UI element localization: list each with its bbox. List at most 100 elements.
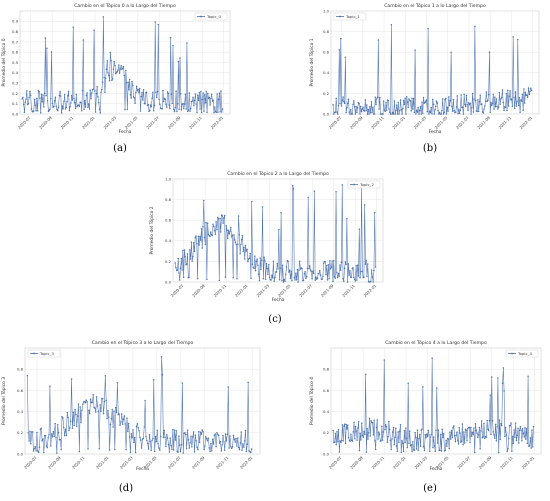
data-point	[103, 400, 106, 403]
y-axis-label: Promedio del Tópico 0	[0, 38, 7, 86]
data-point	[22, 96, 24, 99]
data-point	[98, 448, 100, 450]
data-point	[453, 425, 455, 427]
data-point	[335, 191, 337, 193]
x-tick-label: 2021-07	[145, 115, 160, 130]
data-point	[334, 277, 337, 279]
data-point	[54, 96, 57, 98]
data-point	[22, 103, 25, 106]
y-tick-label: 1.0	[323, 8, 330, 13]
data-point	[147, 448, 150, 450]
y-tick-label: 0.8	[323, 367, 330, 372]
data-point	[251, 263, 254, 265]
data-point	[217, 434, 220, 437]
data-point	[208, 447, 210, 449]
data-point	[71, 99, 74, 101]
data-point	[329, 260, 331, 262]
data-point	[415, 109, 418, 111]
data-point	[90, 97, 92, 100]
data-point	[511, 105, 514, 108]
data-point	[172, 449, 175, 451]
data-point	[461, 423, 464, 425]
data-point	[425, 99, 428, 101]
data-point	[325, 273, 327, 276]
data-point	[370, 269, 373, 271]
data-point	[370, 420, 372, 422]
y-tick-label: 0.1	[12, 101, 19, 106]
data-point	[152, 437, 154, 440]
data-point	[520, 100, 523, 102]
data-point	[512, 36, 514, 38]
data-point	[28, 440, 30, 442]
data-point	[463, 93, 465, 96]
data-point	[347, 424, 349, 427]
data-point	[326, 264, 328, 267]
x-tick-label: 2022-01	[521, 455, 536, 470]
data-point	[183, 107, 185, 110]
data-point	[41, 440, 43, 442]
data-point	[459, 109, 462, 111]
chart-svg: Cambio en el Tópico 4 a lo Largo del Tie…	[308, 339, 542, 472]
data-point	[73, 424, 75, 427]
x-tick-label: 2021-01	[234, 283, 249, 298]
data-point	[180, 109, 183, 111]
data-point	[385, 426, 388, 428]
data-point	[356, 106, 359, 109]
x-axis-label: Fecha	[272, 297, 285, 303]
data-point	[63, 426, 65, 429]
data-point	[217, 98, 220, 101]
data-point	[374, 96, 377, 99]
data-point	[326, 279, 329, 281]
data-point	[352, 267, 354, 269]
x-tick-label: 2020-09	[349, 455, 364, 470]
data-point	[100, 410, 102, 412]
data-point	[497, 106, 500, 108]
x-tick-label: 2021-09	[167, 115, 182, 130]
data-point	[449, 99, 452, 102]
legend: Topic_1	[333, 12, 367, 21]
data-point	[248, 450, 250, 452]
data-point	[476, 432, 478, 434]
y-tick-label: 0.4	[12, 70, 19, 75]
data-point	[342, 278, 344, 280]
data-point	[477, 436, 479, 439]
data-point	[215, 445, 217, 448]
data-point	[265, 262, 268, 265]
y-axis-label: Promedio del Tópico 1	[308, 38, 315, 86]
data-point	[402, 107, 404, 110]
data-point	[469, 102, 472, 104]
data-point	[482, 112, 485, 114]
data-point	[507, 89, 509, 91]
data-point	[357, 101, 360, 104]
data-point	[108, 79, 111, 82]
data-point	[239, 253, 241, 255]
data-point	[367, 438, 369, 440]
data-point	[419, 105, 422, 108]
data-point	[402, 99, 405, 102]
data-point	[358, 228, 360, 230]
data-point	[443, 433, 445, 435]
data-point	[393, 443, 396, 446]
y-tick-label: 0.4	[323, 70, 330, 75]
data-point	[199, 235, 201, 238]
data-point	[432, 446, 434, 449]
data-point	[232, 434, 235, 437]
data-point	[186, 42, 188, 44]
data-point	[419, 433, 421, 436]
data-point	[145, 435, 147, 438]
data-point	[23, 111, 26, 113]
data-point	[125, 69, 127, 72]
data-point	[100, 91, 102, 94]
y-tick-label: 1.0	[165, 176, 172, 181]
data-point	[216, 216, 219, 219]
data-point	[354, 113, 357, 115]
data-point	[152, 110, 155, 112]
data-point	[456, 95, 458, 97]
data-point	[387, 99, 390, 102]
data-point	[298, 260, 301, 262]
data-point	[400, 108, 403, 111]
data-point	[405, 95, 408, 98]
data-point	[488, 419, 491, 422]
data-point	[191, 100, 194, 102]
data-point	[285, 266, 288, 268]
